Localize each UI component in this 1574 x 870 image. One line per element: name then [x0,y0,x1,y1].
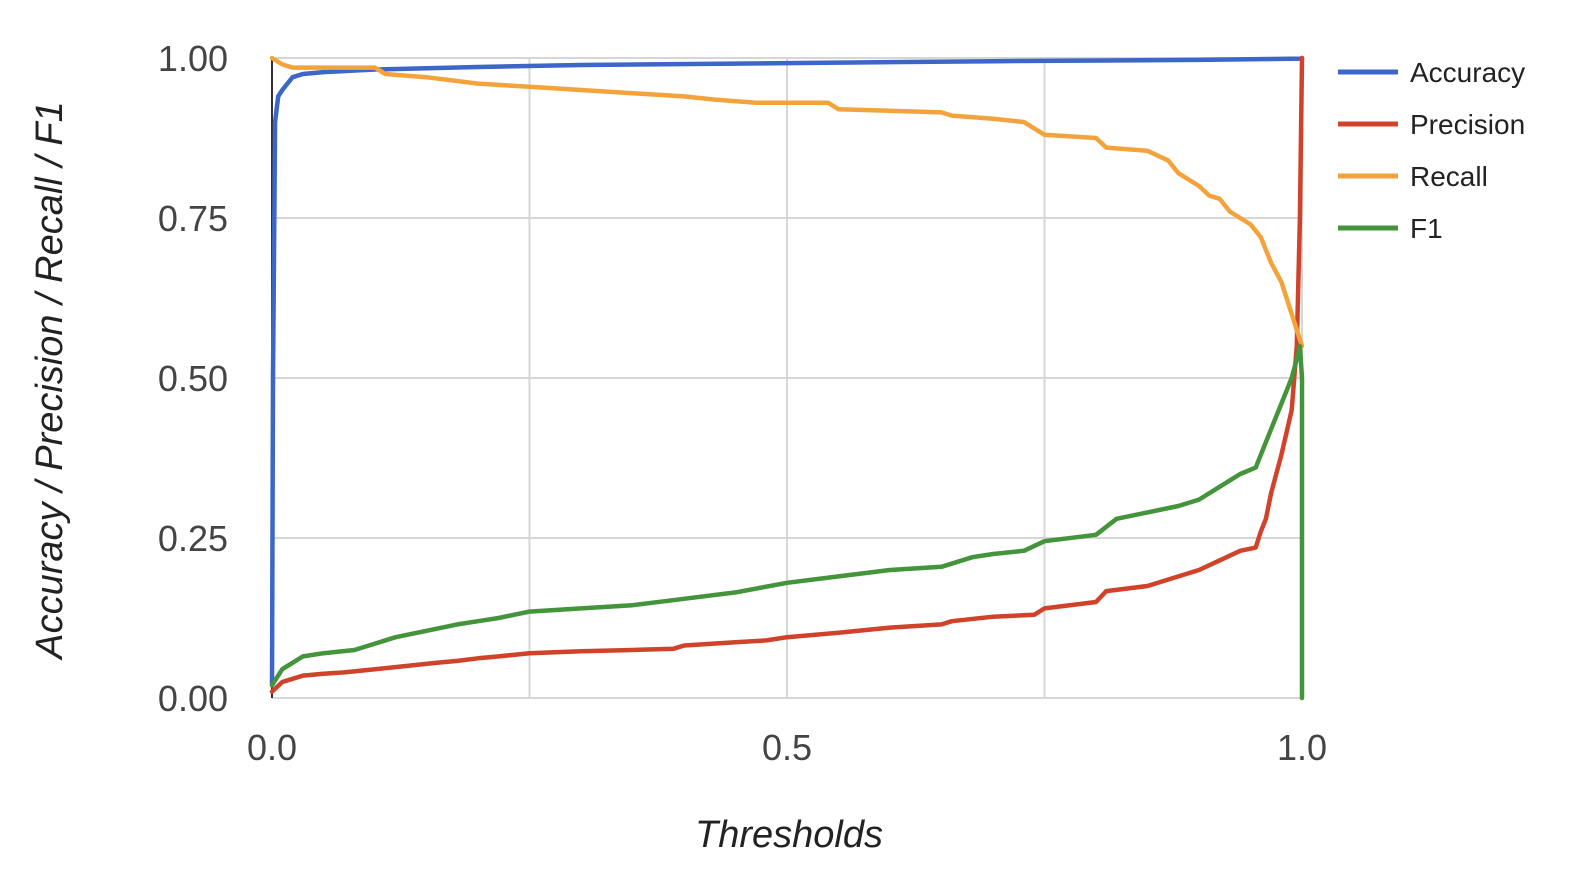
legend-label-accuracy: Accuracy [1410,57,1525,88]
y-axis-title: Accuracy / Precision / Recall / F1 [29,101,71,661]
series-line-recall [269,55,1305,349]
y-tick-label: 0.50 [158,358,228,399]
legend-label-recall: Recall [1410,161,1488,192]
series-layer [269,55,1305,701]
gridlines [272,57,1303,699]
series-line-accuracy [269,55,1305,688]
x-tick-labels: 0.0 0.5 1.0 [247,727,1327,768]
x-tick-label: 0.5 [762,727,812,768]
series-line-precision [269,55,1305,694]
legend-label-f1: F1 [1410,213,1443,244]
legend-label-precision: Precision [1410,109,1525,140]
y-tick-label: 0.75 [158,198,228,239]
y-tick-labels: 0.00 0.25 0.50 0.75 1.00 [158,38,228,719]
y-tick-label: 0.00 [158,678,228,719]
x-axis-title: Thresholds [695,814,883,856]
y-tick-label: 1.00 [158,38,228,79]
series-line-f1 [269,343,1305,701]
y-tick-label: 0.25 [158,518,228,559]
legend: Accuracy Precision Recall F1 [1338,57,1525,244]
x-tick-label: 0.0 [247,727,297,768]
x-tick-label: 1.0 [1277,727,1327,768]
